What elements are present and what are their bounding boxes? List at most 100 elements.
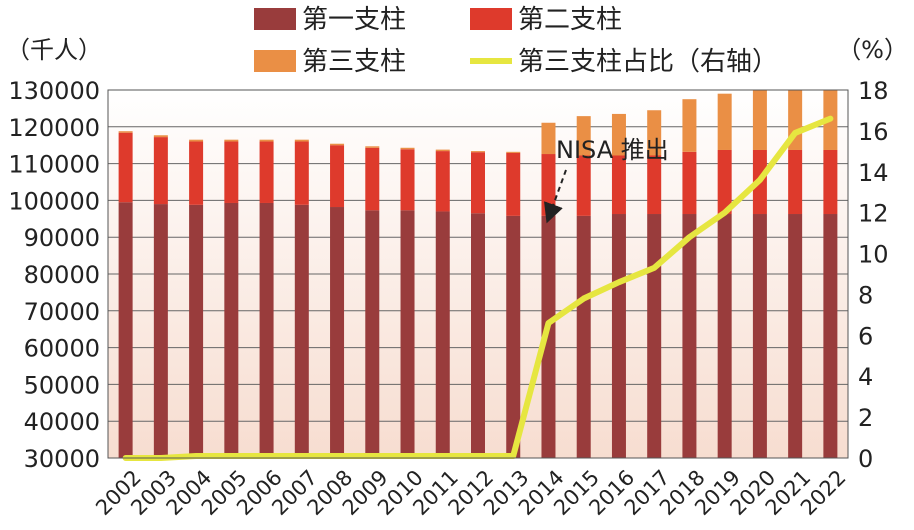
bar-segment-series-1 [224,202,239,458]
bar-segment-series-2 [471,152,485,214]
annotation: NISA 推出 [544,136,669,224]
bar-segment-series-2 [118,132,133,203]
annotation-text: NISA 推出 [556,136,669,164]
bar-segment-series-3 [682,99,697,152]
bar-segment-series-1 [506,215,521,458]
y-axis-right-label: （%） [837,36,908,64]
y-ticks-right: 0 2 4 6 8 10 12 14 16 18 [858,77,889,473]
bar-segment-series-1 [400,210,415,458]
bar-segment-series-1 [576,215,591,458]
bar-segment-series-3 [189,139,204,142]
bar-segment-series-2 [330,145,345,208]
bar-segment-series-1 [471,213,485,458]
y-tick-label-right: 12 [858,200,889,228]
y-tick-label: 110000 [8,151,100,179]
bar-segment-series-1 [823,214,838,458]
bar-segment-series-3 [647,110,662,156]
y-tick-label-right: 16 [858,118,889,146]
bar-segment-series-2 [788,149,803,215]
bar-segment-series-2 [717,149,732,215]
bar-segment-series-3 [717,93,732,150]
bar-segment-series-1 [541,215,556,458]
bar-segment-series-1 [153,204,168,458]
bar-segment-series-3 [435,149,450,152]
bar-segment-series-2 [294,141,309,205]
bar-segment-series-3 [471,151,485,153]
bar-segment-series-2 [541,154,556,216]
bar-segment-series-2 [611,155,626,215]
ratio-line-path [122,115,834,461]
bar-segment-series-1 [752,214,767,458]
bars [118,90,838,458]
bar-segment-series-2 [153,137,168,205]
bar-segment-series-3 [224,139,239,142]
bar-segment-series-2 [259,141,274,203]
bar-segment-series-1 [330,207,345,458]
bar-segment-series-2 [189,141,204,205]
bar-segment-series-3 [330,143,345,146]
bar-segment-series-2 [400,149,415,211]
bar-segment-series-2 [506,152,521,216]
y-tick-label-right: 18 [858,77,889,105]
legend-swatch-pillar3 [254,50,296,72]
legend-label-pillar2: 第二支柱 [518,5,622,35]
bar-segment-series-1 [682,214,697,458]
y-tick-label-right: 10 [858,241,889,269]
y-tick-label-right: 2 [858,404,873,432]
bar-segment-series-1 [118,202,133,458]
bar-segment-series-1 [294,204,309,458]
bar-segment-series-3 [365,146,380,148]
bar-segment-series-1 [189,204,204,458]
bar-segment-series-2 [435,151,450,212]
legend-label-pillar3: 第三支柱 [302,47,406,77]
y-tick-label: 80000 [24,261,100,289]
y-tick-label-right: 6 [858,322,873,350]
bar-segment-series-3 [118,131,133,133]
y-tick-label: 70000 [24,298,100,326]
bar-segment-series-3 [294,139,309,142]
bar-segment-series-1 [259,202,274,458]
y-tick-label: 100000 [8,187,100,215]
annotation-arrow [544,169,567,224]
bar-segment-series-3 [259,139,274,142]
x-ticks: 2002200320042005200620072008200920102011… [91,465,851,520]
y-tick-label: 60000 [24,335,100,363]
bar-segment-series-3 [153,135,168,138]
y-tick-label: 30000 [24,445,100,473]
bar-segment-series-1 [788,214,803,458]
legend-swatch-pillar1 [254,8,296,30]
y-tick-label-right: 4 [858,363,873,391]
bar-segment-series-3 [541,122,556,155]
bar-segment-series-3 [400,147,415,150]
y-tick-label: 120000 [8,114,100,142]
y-tick-label: 130000 [8,77,100,105]
y-ticks: 30000 40000 50000 60000 70000 80000 90000 10000… [8,77,100,473]
legend: 第一支柱 第二支柱 第三支柱 第三支柱占比（右轴） [254,5,778,77]
bar-segment-series-1 [365,210,380,458]
plot-frame [107,89,849,459]
ratio-line [122,115,834,461]
bar-segment-series-3 [576,116,591,156]
y-tick-label-right: 14 [858,159,889,187]
bar-segment-series-1 [717,214,732,458]
bar-segment-series-2 [224,141,239,203]
bar-segment-series-2 [823,149,838,215]
bar-segment-series-1 [611,214,626,458]
y-tick-label: 50000 [24,371,100,399]
legend-swatch-pillar2 [470,8,512,30]
y-tick-label: 90000 [24,224,100,252]
bar-segment-series-3 [752,90,767,150]
bar-segment-series-1 [435,211,450,458]
bar-segment-series-1 [647,214,662,458]
legend-label-pillar1: 第一支柱 [302,5,406,35]
bar-segment-series-3 [611,113,626,156]
y-tick-label-right: 8 [858,281,873,309]
y-axis-label: （千人） [6,36,102,64]
bar-segment-series-3 [506,151,521,153]
bar-segment-series-2 [682,151,697,215]
y-tick-label: 40000 [24,408,100,436]
bar-segment-series-2 [576,155,591,216]
y-tick-label-right: 0 [858,445,873,473]
bar-segment-series-2 [647,155,662,215]
